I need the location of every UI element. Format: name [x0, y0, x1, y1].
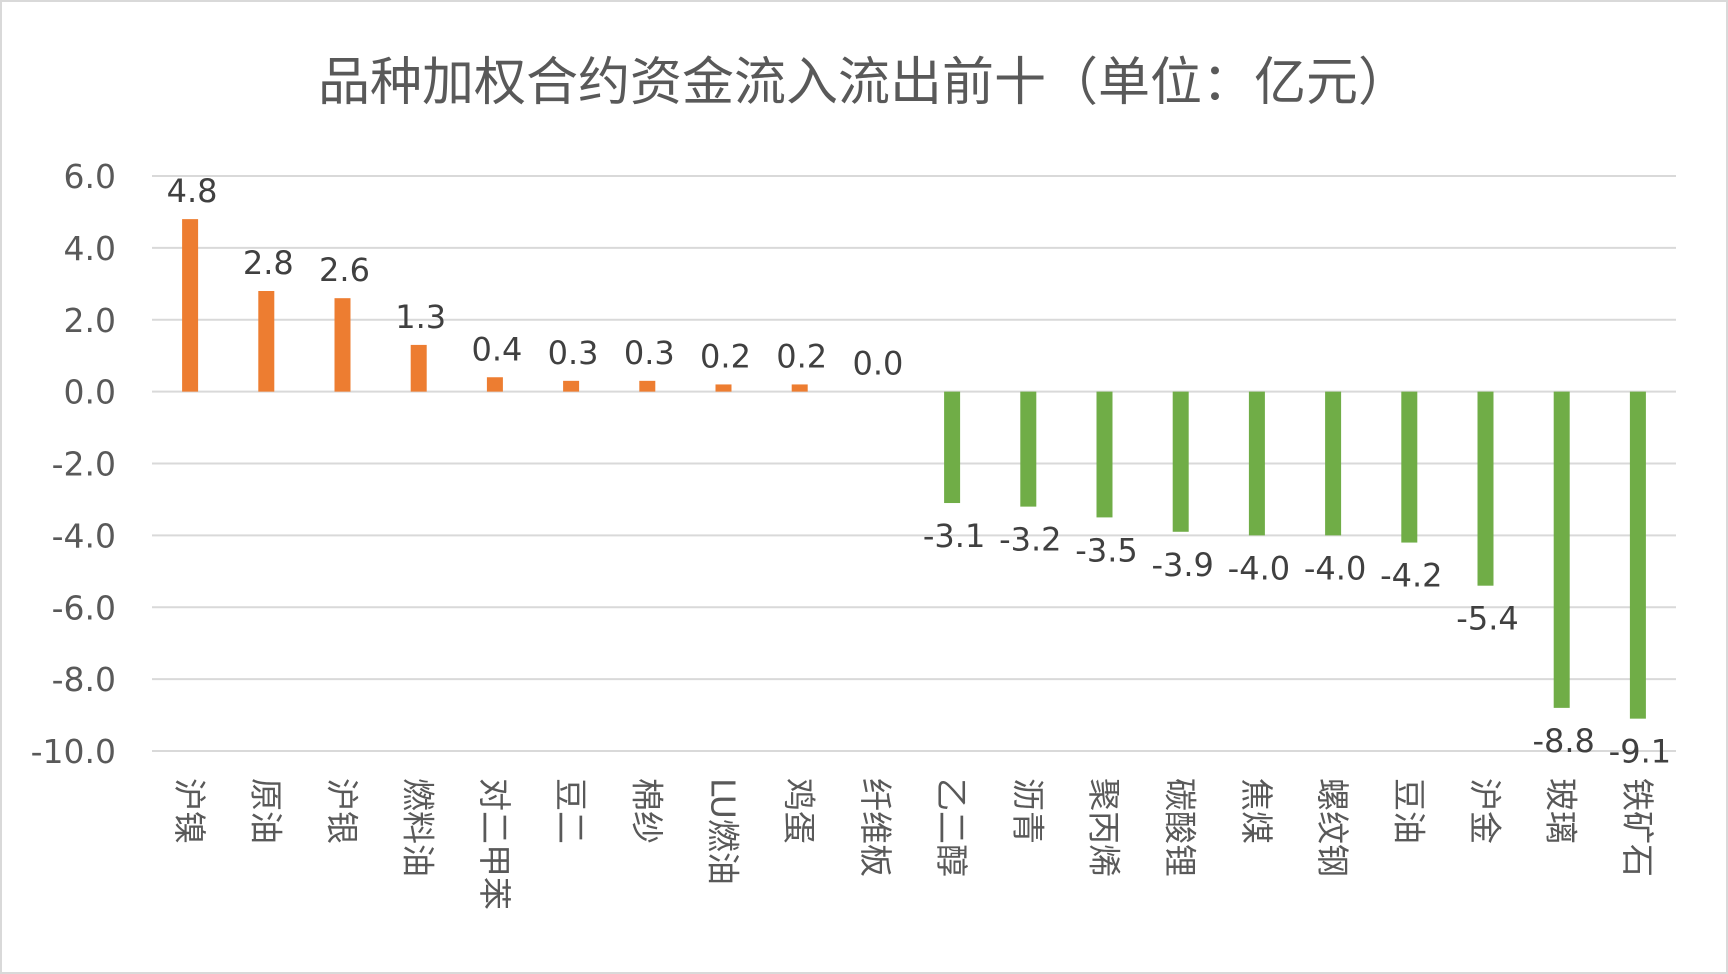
data-label: 0.3: [624, 334, 675, 372]
bar-原油: [258, 291, 275, 392]
bar-铁矿石: [1629, 391, 1646, 719]
data-label: 0.3: [548, 334, 599, 372]
x-tick-label: 豆油: [1389, 778, 1428, 844]
data-label: -4.0: [1228, 549, 1290, 587]
data-label: -3.2: [999, 521, 1061, 559]
data-label: -3.1: [923, 517, 985, 555]
data-label: 2.8: [243, 244, 294, 282]
data-label: 0.2: [776, 337, 827, 375]
gridlines: [152, 175, 1676, 752]
bar-乙二醇: [944, 391, 961, 504]
data-label: -4.0: [1304, 549, 1366, 587]
y-tick-label: -2.0: [52, 445, 116, 484]
x-tick-label: 沪镍: [170, 778, 209, 844]
y-tick-label: 4.0: [64, 229, 116, 268]
bar-LU燃油: [715, 384, 732, 392]
bar-豆二: [563, 380, 580, 392]
x-tick-label: 焦煤: [1237, 778, 1276, 844]
bar-燃料油: [410, 344, 427, 392]
data-label: 0.2: [700, 337, 751, 375]
data-label: 4.8: [167, 172, 218, 210]
x-tick-label: 鸡蛋: [780, 778, 819, 844]
x-axis-category-labels: 沪镍 原油 沪银 燃料油 对二甲苯 豆二 棉纱 LU燃油 鸡蛋 纤维板 乙二醇 沥青 聚丙烯 碳酸锂 焦煤螺…: [170, 778, 1657, 910]
x-tick-label: 对二甲苯: [475, 778, 514, 910]
y-tick-label: -10.0: [31, 732, 116, 771]
data-label: -5.4: [1456, 600, 1518, 638]
bar-豆油: [1401, 391, 1418, 543]
y-tick-label: 0.0: [64, 373, 116, 412]
y-axis-tick-labels: 6.0 4.0 2.0 0.0 -2.0 -4.0 -6.0 -8.0 -10.0: [31, 157, 116, 771]
y-tick-label: 6.0: [64, 157, 116, 196]
y-tick-label: 2.0: [64, 301, 116, 340]
y-tick-label: -6.0: [52, 588, 116, 627]
bar-沥青: [1020, 391, 1037, 507]
data-labels: 4.8 2.8 2.6 1.3 0.4 0.3 0.3 0.2 0.2 0.0 -3.1 -3.2 -3…: [167, 172, 1671, 771]
bar-碳酸锂: [1172, 391, 1189, 532]
data-label: -8.8: [1532, 722, 1594, 760]
bar-沪镍: [182, 219, 199, 392]
x-tick-label: 纤维板: [856, 778, 895, 877]
x-tick-label: 铁矿石: [1618, 778, 1657, 877]
data-label: -9.1: [1609, 733, 1671, 771]
data-label: 0.4: [471, 330, 522, 368]
x-tick-label: 玻璃: [1542, 778, 1581, 844]
y-tick-label: -4.0: [52, 516, 116, 555]
x-tick-label: 棉纱: [627, 778, 666, 844]
x-tick-label: 豆二: [551, 778, 590, 844]
data-label: 1.3: [395, 298, 446, 336]
data-label: 2.6: [319, 251, 370, 289]
x-tick-label: 沪银: [323, 778, 362, 844]
x-tick-label: 碳酸锂: [1161, 778, 1200, 877]
bar-棉纱: [639, 380, 656, 392]
x-tick-label: 螺纹钢: [1313, 778, 1352, 877]
bar-鸡蛋: [791, 384, 808, 392]
bar-螺纹钢: [1325, 391, 1342, 536]
bar-聚丙烯: [1096, 391, 1113, 518]
y-tick-label: -8.0: [52, 660, 116, 699]
bar-玻璃: [1553, 391, 1570, 708]
x-tick-label: 沪金: [1466, 778, 1505, 844]
x-tick-label: 沥青: [1008, 778, 1047, 844]
x-tick-label: 聚丙烯: [1085, 778, 1124, 877]
bar-焦煤: [1248, 391, 1265, 536]
data-label: -3.9: [1151, 546, 1213, 584]
chart-title: 品种加权合约资金流入流出前十（单位：亿元）: [318, 53, 1410, 113]
x-tick-label: LU燃油: [704, 778, 743, 885]
data-label: -3.5: [1075, 531, 1137, 569]
bars: [182, 219, 1646, 719]
bar-沪银: [334, 298, 351, 392]
x-tick-label: 燃料油: [399, 778, 438, 877]
data-label: 0.0: [852, 345, 903, 383]
x-tick-label: 乙二醇: [932, 778, 971, 877]
x-tick-label: 原油: [246, 778, 285, 844]
bar-沪金: [1477, 391, 1494, 586]
bar-对二甲苯: [486, 377, 503, 392]
data-label: -4.2: [1380, 557, 1442, 595]
